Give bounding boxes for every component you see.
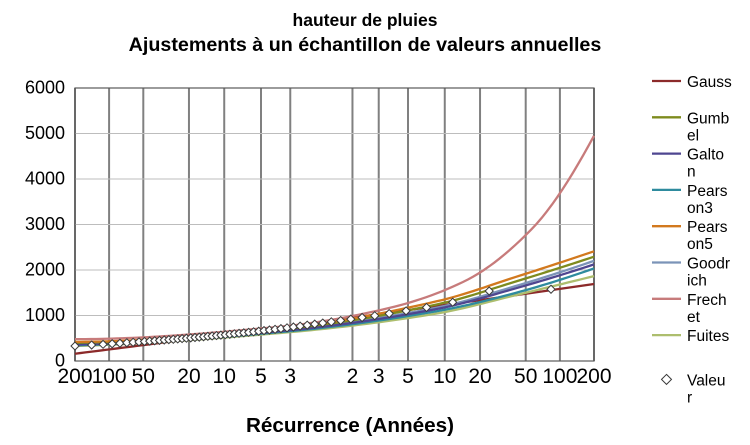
svg-text:4000: 4000 bbox=[25, 169, 65, 189]
svg-text:50: 50 bbox=[132, 365, 155, 388]
svg-text:200: 200 bbox=[576, 365, 611, 388]
svg-text:1000: 1000 bbox=[25, 305, 65, 325]
svg-text:Ajustements à un échantillon d: Ajustements à un échantillon de valeurs … bbox=[129, 34, 602, 56]
svg-text:Fuites: Fuites bbox=[687, 328, 729, 345]
svg-text:5: 5 bbox=[402, 365, 414, 388]
svg-text:3000: 3000 bbox=[25, 214, 65, 234]
svg-text:20: 20 bbox=[177, 365, 200, 388]
svg-text:3: 3 bbox=[373, 365, 385, 388]
svg-text:5: 5 bbox=[255, 365, 267, 388]
svg-text:Récurrence (Années): Récurrence (Années) bbox=[246, 414, 454, 437]
svg-text:2: 2 bbox=[347, 365, 359, 388]
svg-text:Gauss: Gauss bbox=[687, 74, 732, 91]
svg-text:5000: 5000 bbox=[25, 123, 65, 143]
svg-text:50: 50 bbox=[514, 365, 537, 388]
svg-text:6000: 6000 bbox=[25, 78, 65, 98]
svg-text:200: 200 bbox=[57, 365, 92, 388]
svg-text:100: 100 bbox=[542, 365, 577, 388]
svg-text:100: 100 bbox=[92, 365, 127, 388]
svg-text:20: 20 bbox=[468, 365, 491, 388]
svg-text:2000: 2000 bbox=[25, 260, 65, 280]
svg-text:hauteur de pluies: hauteur de pluies bbox=[293, 10, 438, 30]
svg-text:10: 10 bbox=[433, 365, 456, 388]
svg-text:10: 10 bbox=[213, 365, 236, 388]
svg-text:3: 3 bbox=[284, 365, 296, 388]
